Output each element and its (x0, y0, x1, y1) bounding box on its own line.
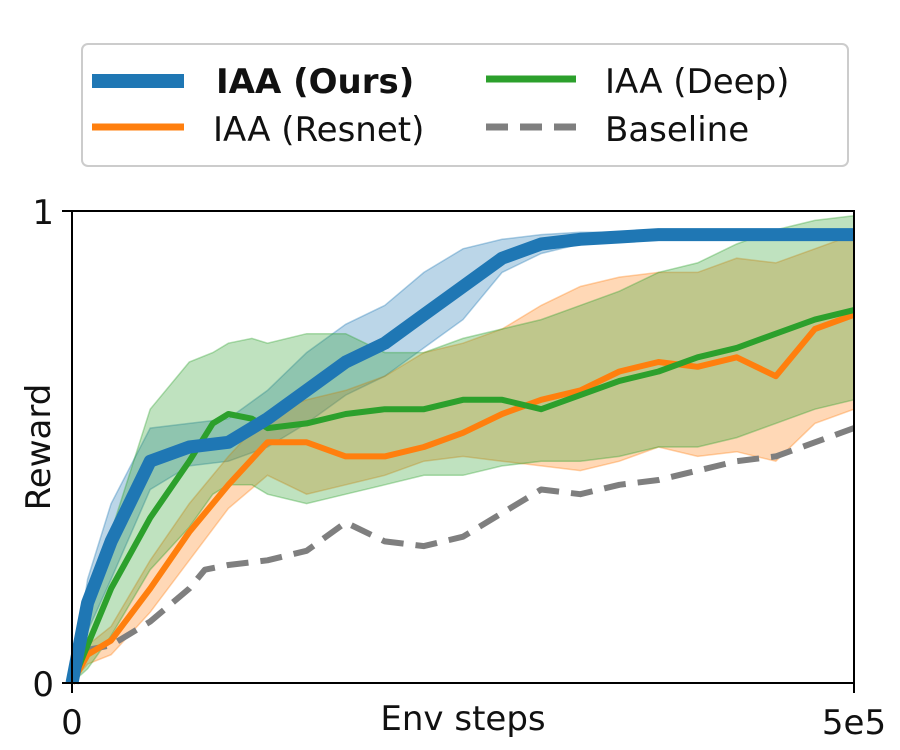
line-iaa-ours (65, 228, 854, 685)
legend-label-iaa-resnet: IAA (Resnet) (213, 110, 424, 150)
series-lines (65, 228, 856, 685)
plot-area-frame (71, 210, 855, 684)
x-axis-label: Env steps (380, 699, 545, 739)
line-iaa-deep (69, 307, 855, 685)
x-tick-label-0: 0 (61, 703, 83, 743)
legend-label-iaa-ours: IAA (Ours) (216, 62, 414, 102)
legend-label-iaa-deep: IAA (Deep) (605, 62, 789, 102)
x-tick-label-max: 5e5 (822, 703, 886, 743)
y-axis-label: Reward (19, 384, 59, 511)
y-tick-label-1: 1 (32, 193, 54, 233)
legend: IAA (Ours) IAA (Deep) IAA (Resnet) Basel… (81, 43, 849, 167)
line-baseline (69, 425, 856, 685)
line-iaa-resnet (69, 311, 856, 685)
y-tick-label-0: 0 (32, 665, 54, 705)
legend-frame (81, 43, 849, 167)
legend-label-baseline: Baseline (605, 110, 749, 150)
